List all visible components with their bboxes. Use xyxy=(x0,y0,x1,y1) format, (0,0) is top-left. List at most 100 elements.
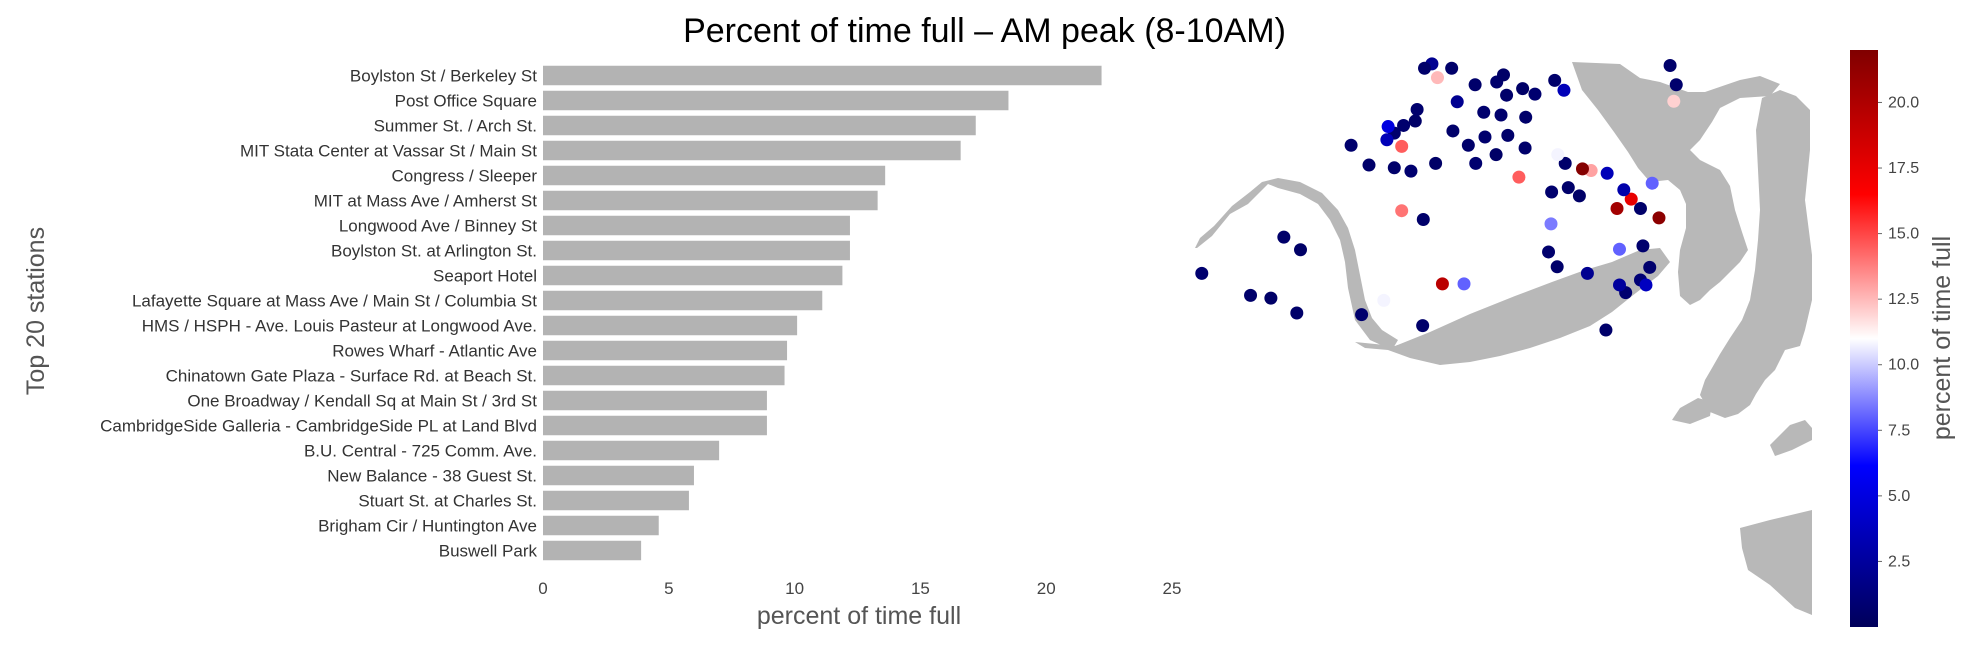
category-label: Congress / Sleeper xyxy=(391,167,537,186)
station-point xyxy=(1518,141,1532,155)
category-label: Rowes Wharf - Atlantic Ave xyxy=(332,342,537,361)
category-label: MIT Stata Center at Vassar St / Main St xyxy=(240,142,537,161)
x-tick-label: 20 xyxy=(1037,579,1056,598)
colorbar-ticks: 2.5 5.0 7.5 10.0 12.5 15.0 17.5 20.0 xyxy=(1878,94,1919,570)
category-label: HMS / HSPH - Ave. Louis Pasteur at Longw… xyxy=(142,317,537,336)
station-point xyxy=(1395,139,1409,153)
category-label: Stuart St. at Charles St. xyxy=(358,492,537,511)
station-points xyxy=(1195,57,1683,337)
bar xyxy=(543,540,642,561)
station-point xyxy=(1468,78,1482,92)
colorbar-tick-label: 7.5 xyxy=(1888,422,1910,439)
station-point xyxy=(1457,277,1471,291)
station-point xyxy=(1645,176,1659,190)
bar xyxy=(543,515,659,536)
colorbar-gradient xyxy=(1850,50,1878,627)
station-point xyxy=(1418,61,1432,75)
station-point xyxy=(1380,133,1394,147)
colorbar-tick-label: 17.5 xyxy=(1888,160,1919,177)
station-point xyxy=(1489,148,1503,162)
colorbar-tick-label: 20.0 xyxy=(1888,94,1919,111)
station-point xyxy=(1430,71,1444,85)
station-point xyxy=(1416,213,1430,226)
category-label: B.U. Central - 725 Comm. Ave. xyxy=(304,442,537,461)
bar xyxy=(543,490,689,511)
bar xyxy=(543,440,720,461)
station-point xyxy=(1290,306,1304,320)
station-point xyxy=(1548,73,1562,87)
station-point xyxy=(1362,158,1376,172)
station-point xyxy=(1663,59,1677,72)
station-point xyxy=(1519,110,1533,124)
station-point xyxy=(1561,181,1575,195)
bar xyxy=(543,190,878,211)
bar xyxy=(543,65,1102,86)
south-land xyxy=(1740,510,1812,615)
station-point xyxy=(1381,120,1395,134)
station-point xyxy=(1599,323,1613,337)
east-harbor xyxy=(1700,90,1812,418)
station-point xyxy=(1355,308,1369,322)
bar xyxy=(543,115,976,136)
category-labels: Boylston St / Berkeley St Post Office Squ… xyxy=(100,67,537,561)
station-point xyxy=(1528,87,1542,101)
bar xyxy=(543,140,961,161)
station-point xyxy=(1636,239,1650,253)
x-axis-label: percent of time full xyxy=(757,602,961,630)
bar xyxy=(543,290,823,311)
station-point xyxy=(1395,204,1409,218)
station-point xyxy=(1575,162,1589,176)
category-label: Longwood Ave / Binney St xyxy=(339,217,537,236)
bar-group xyxy=(543,65,1102,561)
seaport-pier xyxy=(1672,398,1712,424)
bar xyxy=(543,90,1009,111)
station-point xyxy=(1387,161,1401,175)
station-point xyxy=(1610,202,1624,215)
station-point xyxy=(1344,138,1358,152)
bar xyxy=(543,265,843,286)
bar xyxy=(543,165,886,186)
category-label: Lafayette Square at Mass Ave / Main St /… xyxy=(132,292,537,311)
station-point xyxy=(1550,260,1564,274)
category-label: Buswell Park xyxy=(439,542,538,561)
station-point xyxy=(1264,291,1278,305)
station-point xyxy=(1478,130,1492,144)
category-label: Seaport Hotel xyxy=(433,267,537,286)
station-point xyxy=(1612,242,1626,256)
category-label: One Broadway / Kendall Sq at Main St / 3… xyxy=(187,392,537,411)
colorbar-label: percent of time full xyxy=(1928,236,1956,440)
category-label: Boylston St. at Arlington St. xyxy=(331,242,537,261)
station-point xyxy=(1497,68,1510,82)
station-point xyxy=(1652,211,1666,225)
bar xyxy=(543,415,767,436)
east-point xyxy=(1770,420,1812,456)
station-point xyxy=(1450,95,1464,109)
station-point xyxy=(1469,156,1483,170)
colorbar-tick-label: 15.0 xyxy=(1888,226,1919,243)
x-tick-label: 0 xyxy=(538,579,547,598)
station-point xyxy=(1435,277,1449,291)
x-tick-label: 25 xyxy=(1163,579,1182,598)
station-point xyxy=(1244,288,1258,302)
category-label: Brigham Cir / Huntington Ave xyxy=(318,517,537,536)
category-label: Chinatown Gate Plaza - Surface Rd. at Be… xyxy=(166,367,537,386)
station-point xyxy=(1277,230,1291,244)
station-point xyxy=(1512,170,1526,184)
station-point xyxy=(1416,319,1430,333)
station-point xyxy=(1643,260,1657,274)
x-tick-label: 10 xyxy=(785,579,804,598)
north-peninsula xyxy=(1572,62,1780,305)
station-point xyxy=(1404,164,1418,178)
category-label: MIT at Mass Ave / Amherst St xyxy=(314,192,538,211)
colorbar-tick-label: 5.0 xyxy=(1888,488,1910,505)
station-point xyxy=(1551,148,1565,162)
station-point xyxy=(1557,83,1571,97)
charles-river-bank xyxy=(1195,178,1398,350)
station-point xyxy=(1542,245,1556,259)
bar xyxy=(543,390,767,411)
colorbar-tick-label: 12.5 xyxy=(1888,291,1919,308)
station-point xyxy=(1461,138,1475,152)
station-point xyxy=(1445,61,1459,75)
station-point xyxy=(1624,192,1638,206)
